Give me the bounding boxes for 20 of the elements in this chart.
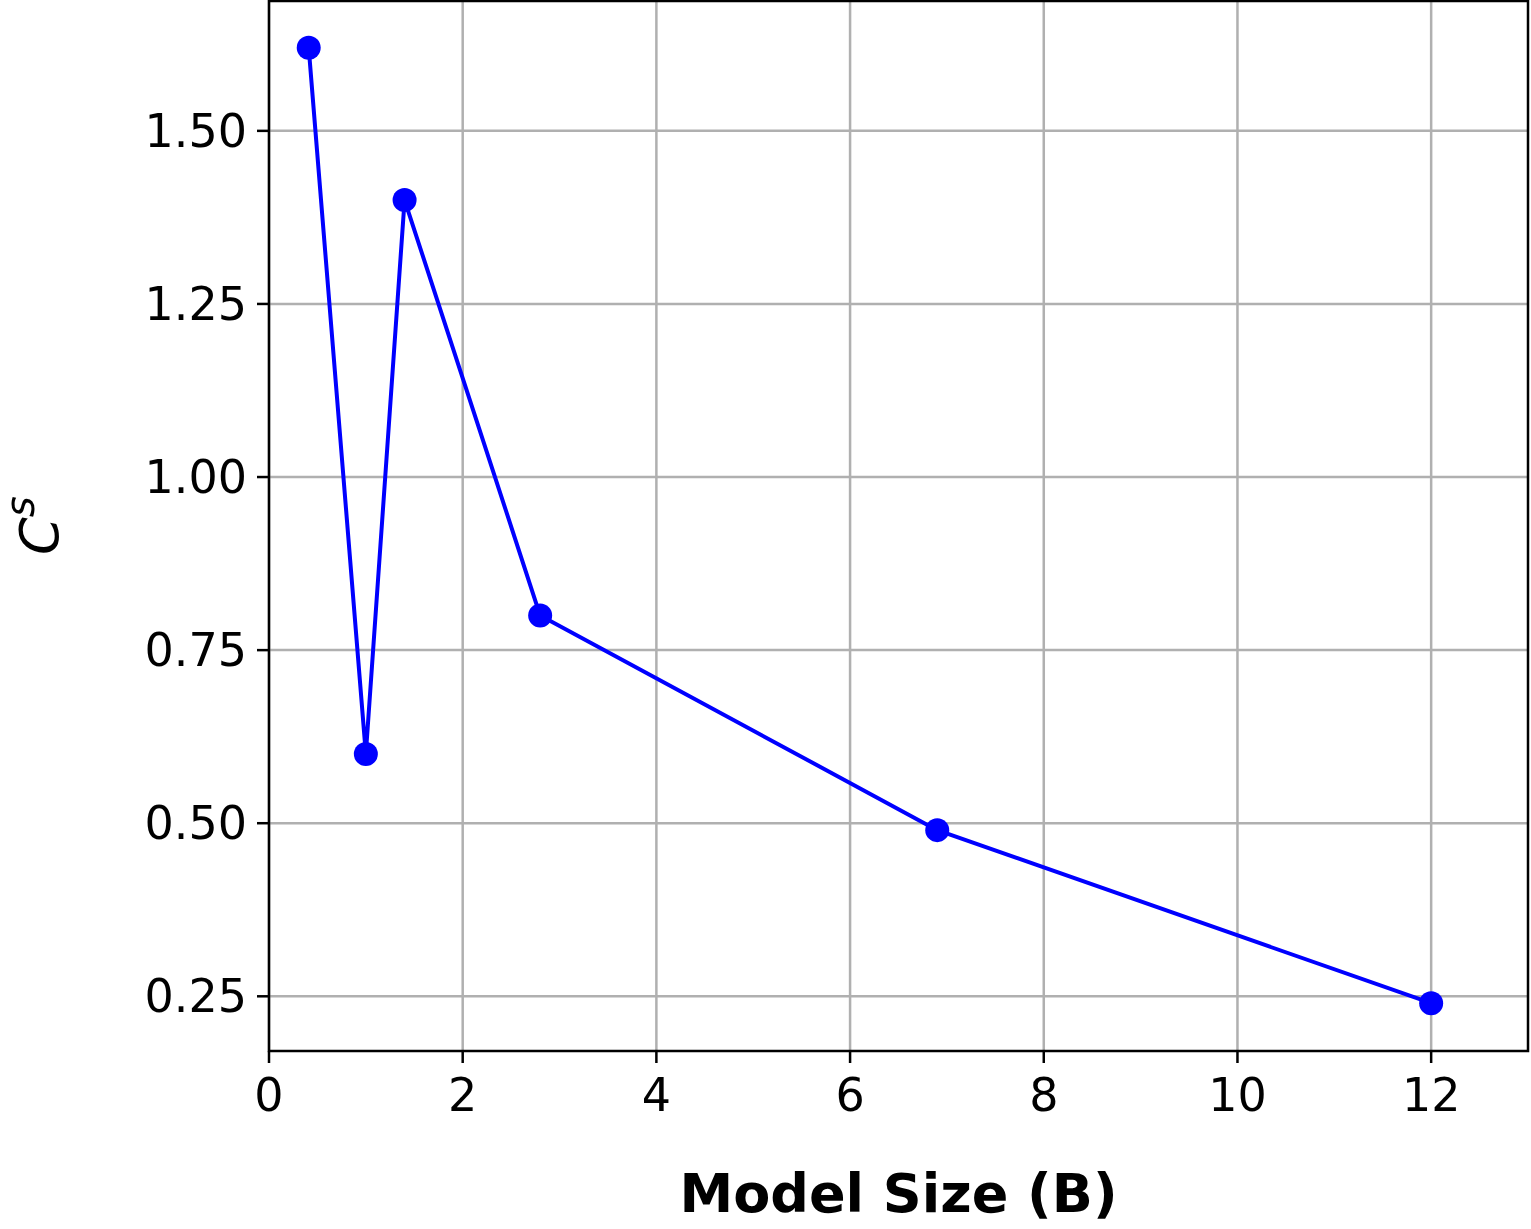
x-tick-label: 4 bbox=[641, 1068, 672, 1122]
y-tick-label: 0.75 bbox=[144, 623, 247, 678]
point bbox=[296, 35, 321, 60]
x-axis-title: Model Size (B) bbox=[679, 1162, 1118, 1225]
y-tick-label: 0.25 bbox=[144, 969, 247, 1024]
y-tick-label: 0.50 bbox=[144, 796, 247, 851]
point bbox=[1419, 991, 1444, 1016]
point bbox=[528, 603, 553, 628]
y-tick-label: 1.50 bbox=[144, 103, 247, 158]
y-tick-label: 1.00 bbox=[144, 450, 247, 505]
x-tick-label: 6 bbox=[835, 1068, 865, 1122]
point bbox=[353, 741, 378, 766]
x-tick-label: 8 bbox=[1029, 1068, 1059, 1122]
x-tick-label: 12 bbox=[1401, 1068, 1461, 1122]
y-tick-label: 1.25 bbox=[144, 276, 247, 331]
point bbox=[392, 188, 417, 213]
x-tick-label: 0 bbox=[254, 1068, 284, 1122]
point bbox=[925, 818, 950, 843]
x-tick-label: 10 bbox=[1208, 1068, 1267, 1122]
x-tick-label: 2 bbox=[448, 1068, 478, 1122]
